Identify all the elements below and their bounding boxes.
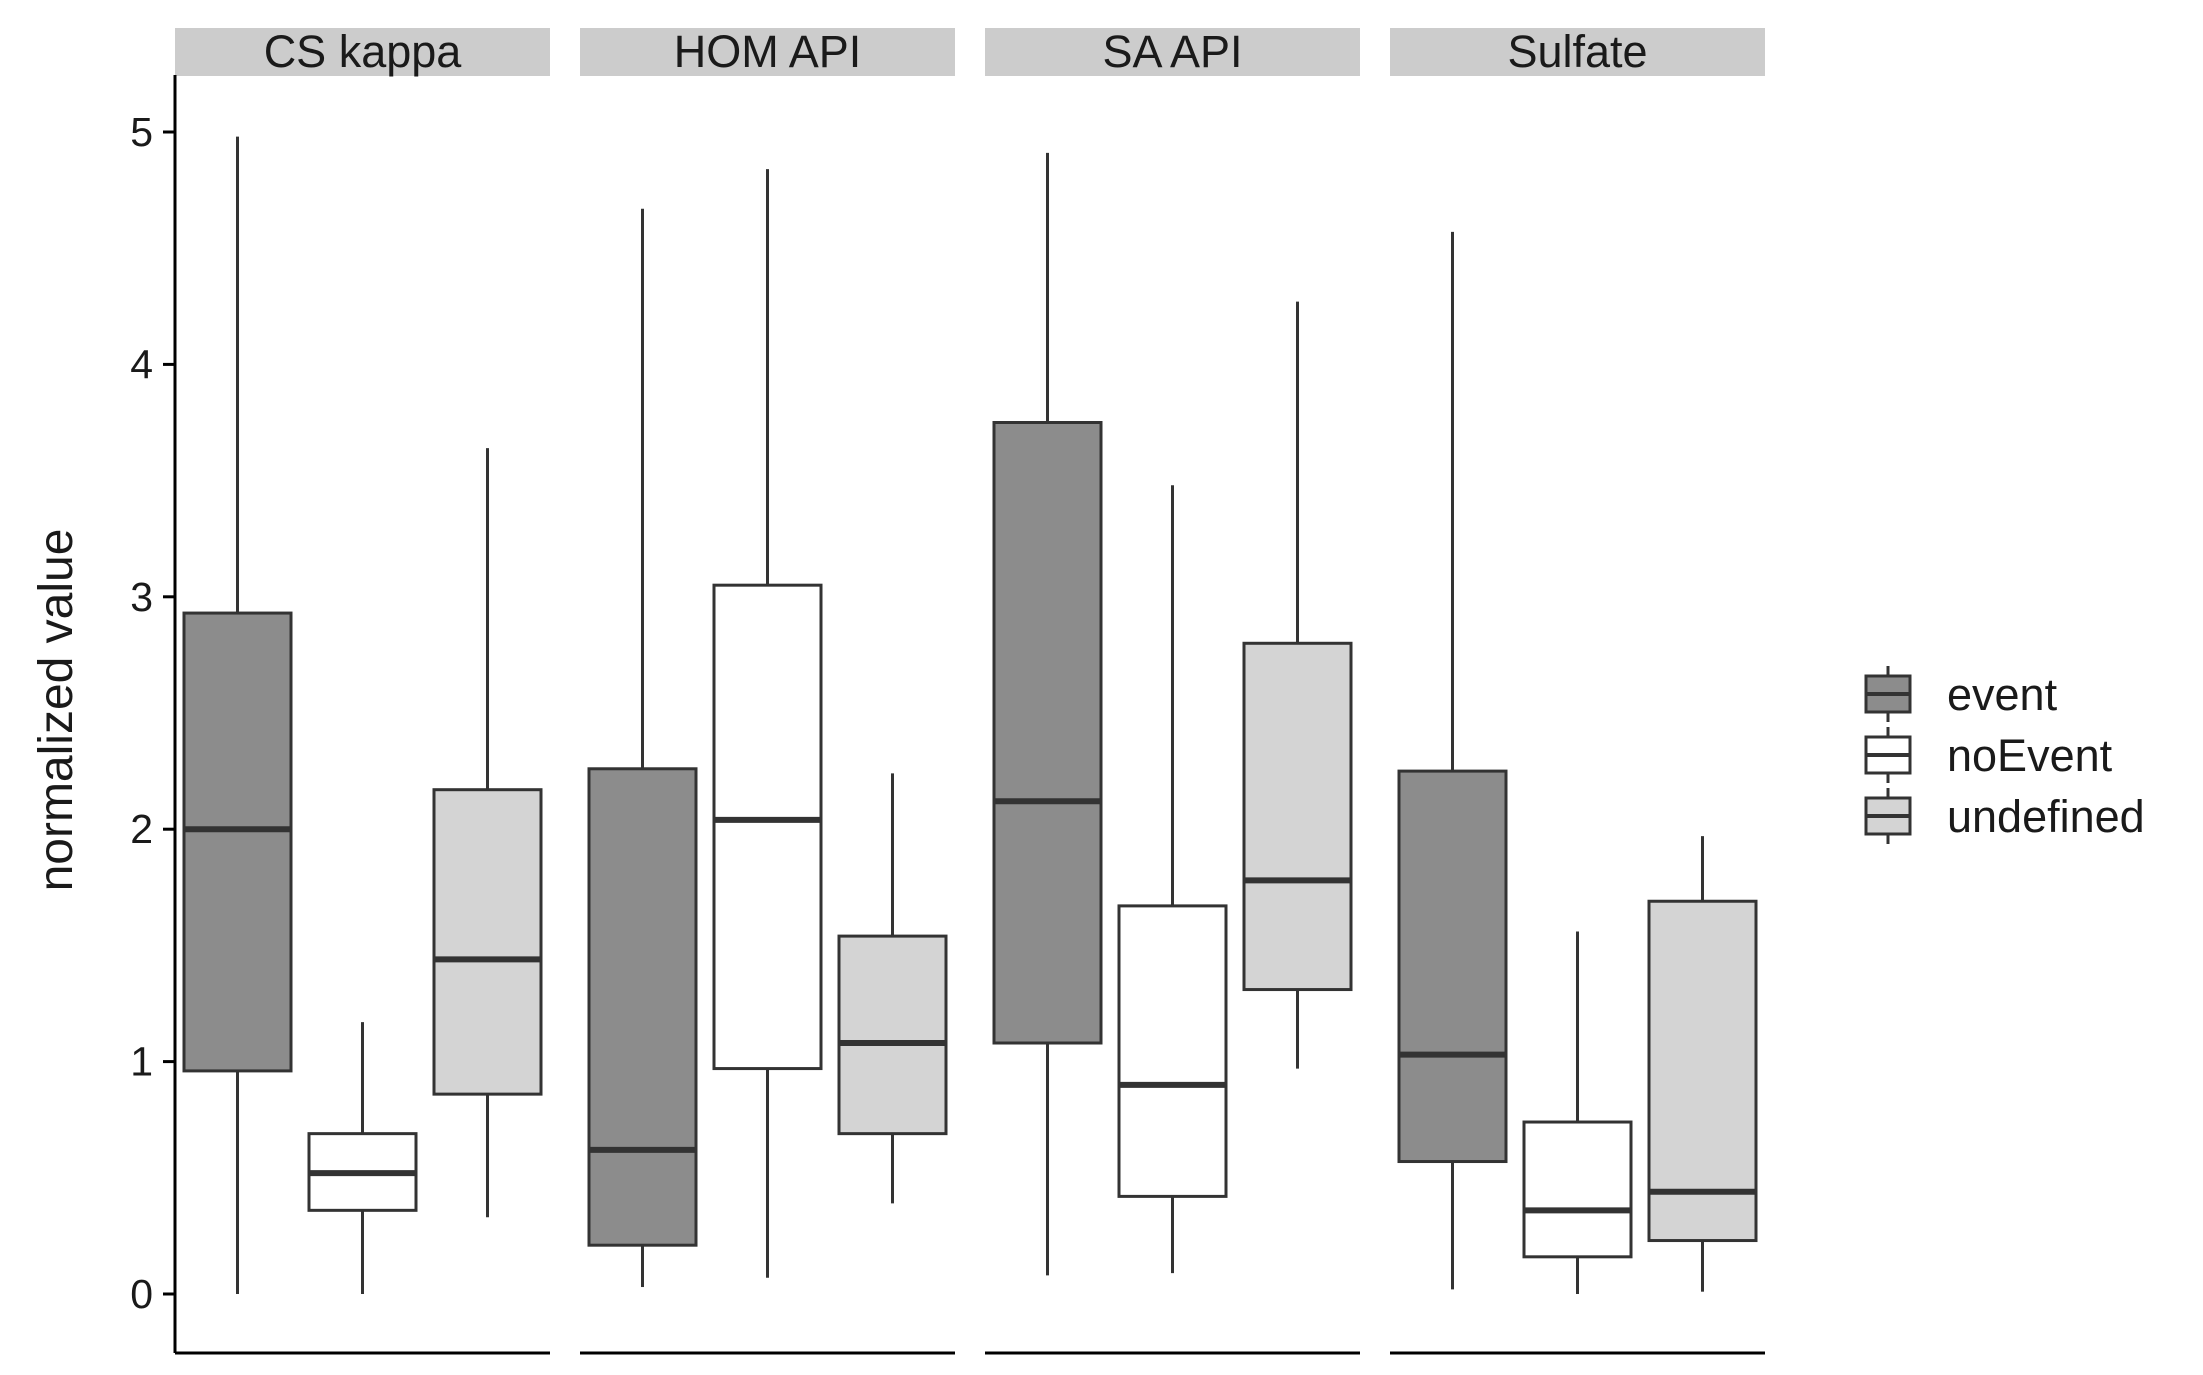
legend-label: noEvent <box>1947 730 2113 781</box>
iqr-box <box>837 934 948 1136</box>
facet-strip <box>580 28 955 76</box>
iqr-box <box>1242 641 1353 992</box>
legend: event noEvent undefined <box>1864 666 2145 844</box>
iqr-box <box>1117 904 1228 1198</box>
box-undefined <box>837 773 948 1204</box>
facet-strip <box>1390 28 1765 76</box>
legend-key-undefined <box>1864 788 1912 844</box>
facet-strip-label: HOM API <box>674 26 862 77</box>
box-event <box>182 136 293 1294</box>
y-axis: 0 1 2 3 4 5 <box>130 75 177 1353</box>
box-event <box>992 152 1103 1276</box>
box-event <box>587 208 698 1288</box>
facet-strip-label: CS kappa <box>264 26 463 77</box>
panel-sulfate: Sulfate <box>1390 26 1765 1355</box>
iqr-box <box>432 788 543 1096</box>
iqr-box <box>1647 899 1758 1243</box>
legend-label: undefined <box>1947 791 2145 842</box>
y-tick-label: 5 <box>130 109 153 155</box>
box-noevent <box>1522 931 1633 1294</box>
box-noevent <box>1117 485 1228 1274</box>
iqr-box <box>1397 769 1508 1164</box>
legend-label: event <box>1947 669 2058 720</box>
box-event <box>1397 231 1508 1290</box>
box-undefined <box>1242 301 1353 1069</box>
iqr-box <box>712 583 823 1071</box>
y-axis-title: normalized value <box>30 529 83 892</box>
panel-hom-api: HOM API <box>580 26 955 1355</box>
panel-cs-kappa: CS kappa <box>175 26 550 1355</box>
y-tick-label: 3 <box>130 574 153 620</box>
iqr-box <box>182 611 293 1073</box>
y-tick-label: 4 <box>130 341 153 387</box>
iqr-box <box>992 421 1103 1045</box>
box-noevent <box>712 169 823 1278</box>
y-tick-label: 2 <box>130 806 153 852</box>
facet-strip <box>985 28 1360 76</box>
box-undefined <box>1647 836 1758 1292</box>
box-noevent <box>307 1022 418 1294</box>
facet-strip <box>175 28 550 76</box>
y-tick-label: 0 <box>130 1271 153 1317</box>
panel-sa-api: SA API <box>985 26 1360 1355</box>
iqr-box <box>1522 1120 1633 1259</box>
legend-key-event <box>1864 666 1912 722</box>
facet-panels: CS kappa HOM API SA API Sulfate <box>175 26 1765 1355</box>
iqr-box <box>587 767 698 1247</box>
facet-strip-label: Sulfate <box>1507 26 1647 77</box>
legend-key-noevent <box>1864 727 1912 783</box>
facet-strip-label: SA API <box>1102 26 1242 77</box>
box-undefined <box>432 448 543 1218</box>
y-tick-label: 1 <box>130 1039 153 1085</box>
